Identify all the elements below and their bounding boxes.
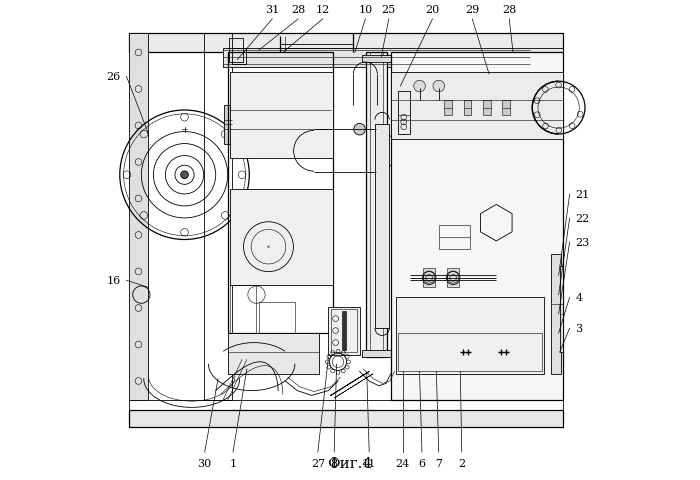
Bar [342, 312, 346, 350]
Text: 27: 27 [311, 458, 325, 468]
Bar [444, 101, 452, 116]
Bar [559, 266, 564, 352]
Text: 2: 2 [458, 458, 466, 468]
Text: 30: 30 [197, 458, 212, 468]
Text: 8: 8 [330, 458, 337, 468]
Bar [224, 106, 232, 144]
Bar [204, 34, 232, 400]
Bar [391, 72, 564, 140]
Circle shape [414, 81, 426, 93]
Text: 11: 11 [362, 458, 377, 468]
Bar [439, 226, 470, 250]
Text: 21: 21 [575, 190, 589, 200]
Bar [229, 39, 243, 63]
Text: 23: 23 [575, 238, 589, 247]
Text: 28: 28 [291, 5, 305, 15]
Text: 12: 12 [316, 5, 330, 15]
Text: 10: 10 [358, 5, 372, 15]
Bar [232, 48, 246, 65]
Text: 7: 7 [435, 458, 442, 468]
Bar [362, 56, 391, 63]
Bar [375, 125, 389, 328]
Bar [398, 92, 410, 135]
Text: 26: 26 [106, 72, 120, 82]
Bar [328, 307, 360, 355]
Text: 16: 16 [106, 276, 120, 286]
Text: 3: 3 [575, 324, 582, 334]
Bar [228, 53, 333, 333]
Bar [395, 298, 544, 374]
Bar [130, 400, 564, 410]
Bar [130, 410, 564, 427]
Bar [552, 254, 561, 374]
Bar [502, 101, 510, 116]
Bar [130, 34, 148, 400]
Text: 20: 20 [426, 5, 440, 15]
Bar [463, 101, 471, 116]
Bar [230, 190, 333, 286]
Text: 6: 6 [419, 458, 426, 468]
Circle shape [181, 171, 188, 179]
Text: 22: 22 [575, 214, 589, 224]
Bar [398, 333, 542, 372]
Text: 24: 24 [395, 458, 410, 468]
Bar [366, 53, 387, 357]
Bar [259, 302, 295, 333]
Bar [424, 269, 435, 288]
Bar [228, 333, 318, 374]
Bar [230, 72, 333, 158]
Text: 4: 4 [575, 292, 582, 302]
Bar [447, 269, 459, 288]
Circle shape [433, 81, 444, 93]
Bar [483, 101, 491, 116]
Text: 25: 25 [382, 5, 396, 15]
Bar [230, 286, 256, 333]
Circle shape [354, 124, 365, 136]
Text: 29: 29 [466, 5, 480, 15]
Text: 28: 28 [502, 5, 517, 15]
Text: 1: 1 [230, 458, 237, 468]
Bar [223, 48, 564, 68]
Text: Фиг.4: Фиг.4 [328, 456, 372, 470]
Text: 31: 31 [265, 5, 279, 15]
Bar [370, 53, 383, 357]
Bar [130, 34, 564, 53]
Bar [331, 310, 357, 352]
Bar [362, 350, 391, 357]
Bar [391, 53, 564, 400]
